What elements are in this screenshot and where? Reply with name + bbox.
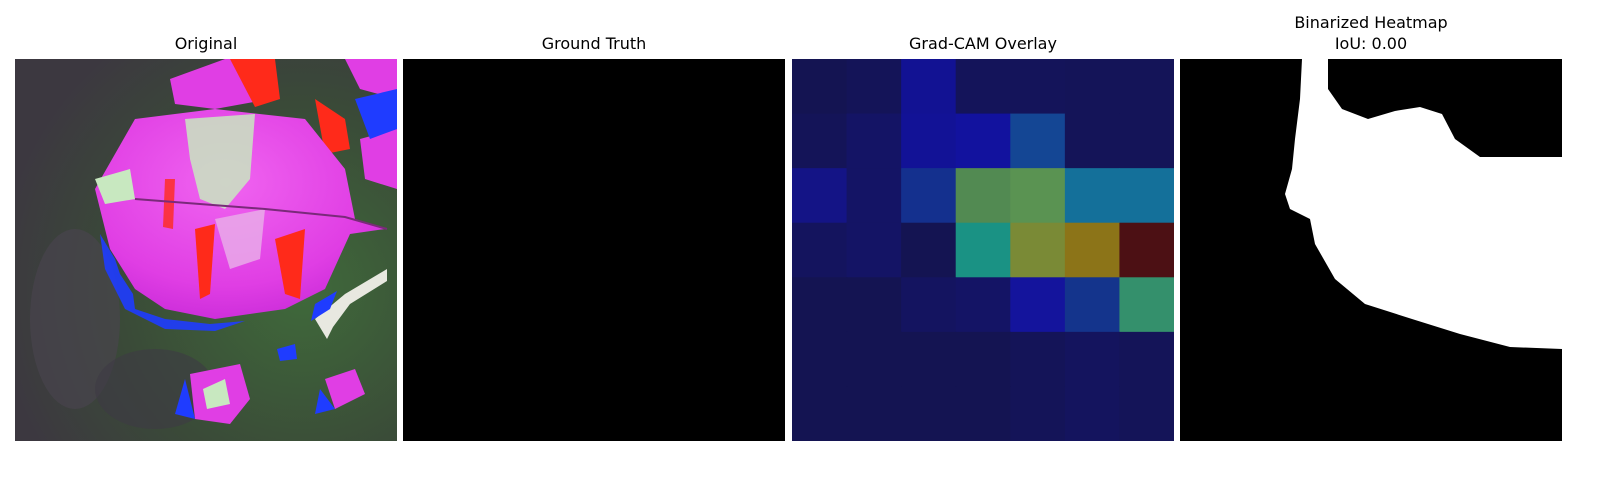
- ground-truth-mask: [403, 59, 785, 441]
- heatmap-cell: [792, 168, 848, 224]
- gradcam-overlay-image: [792, 59, 1174, 441]
- heatmap-cell: [1119, 386, 1174, 441]
- heatmap-cell: [1119, 168, 1174, 224]
- heatmap-cell: [955, 59, 1011, 115]
- heatmap-cell: [1064, 168, 1120, 224]
- heatmap-cell: [901, 222, 957, 278]
- heatmap-cell: [901, 113, 957, 169]
- heatmap-cell: [1010, 386, 1066, 441]
- heatmap-cell: [1064, 113, 1120, 169]
- heatmap-cell: [846, 113, 902, 169]
- heatmap-cell: [955, 168, 1011, 224]
- heatmap-cell: [846, 386, 902, 441]
- heatmap-cell: [955, 222, 1011, 278]
- heatmap-cell: [901, 277, 957, 333]
- heatmap-cell: [901, 386, 957, 441]
- heatmap-cell: [955, 386, 1011, 441]
- heatmap-cell: [901, 168, 957, 224]
- heatmap-cell: [901, 59, 957, 115]
- original-image: [15, 59, 397, 441]
- heatmap-cell: [1119, 331, 1174, 387]
- heatmap-cell: [1010, 277, 1066, 333]
- panel-subtitle: IoU: 0.00: [1334, 34, 1408, 53]
- panel-title: Grad-CAM Overlay: [909, 34, 1057, 53]
- heatmap-cell: [846, 59, 902, 115]
- panel-title: Original: [174, 34, 238, 53]
- binarized-heatmap-image: [1180, 59, 1562, 441]
- heatmap-cell: [901, 331, 957, 387]
- panel-title: Ground Truth: [541, 34, 647, 53]
- heatmap-cell: [792, 222, 848, 278]
- heatmap-cell: [1010, 59, 1066, 115]
- heatmap-cell: [1010, 222, 1066, 278]
- heatmap-cell: [792, 331, 848, 387]
- panel-binarized-heatmap: Binarized Heatmap IoU: 0.00: [1180, 0, 1562, 500]
- heatmap-cell: [1064, 277, 1120, 333]
- heatmap-cell: [792, 386, 848, 441]
- heatmap-cell: [1119, 113, 1174, 169]
- heatmap-cell: [846, 168, 902, 224]
- heatmap-cell: [1119, 277, 1174, 333]
- heatmap-cell: [846, 331, 902, 387]
- heatmap-cell: [955, 277, 1011, 333]
- heatmap-cell: [1064, 59, 1120, 115]
- panel-ground-truth: Ground Truth: [403, 0, 785, 500]
- heatmap-cell: [792, 113, 848, 169]
- heatmap-cell: [1010, 331, 1066, 387]
- heatmap-cell: [1064, 331, 1120, 387]
- heatmap-cell: [955, 113, 1011, 169]
- panel-title: Binarized Heatmap: [1294, 13, 1448, 32]
- heatmap-cell: [1010, 168, 1066, 224]
- panel-gradcam-overlay: Grad-CAM Overlay: [792, 0, 1174, 500]
- heatmap-cell: [1119, 59, 1174, 115]
- heatmap-cell: [1064, 386, 1120, 441]
- heatmap-cell: [1119, 222, 1174, 278]
- heatmap-cell: [1010, 113, 1066, 169]
- heatmap-cell: [1064, 222, 1120, 278]
- heatmap-cell: [792, 59, 848, 115]
- panel-original: Original: [15, 0, 397, 500]
- heatmap-cell: [792, 277, 848, 333]
- heatmap-cell: [846, 277, 902, 333]
- heatmap-cell: [846, 222, 902, 278]
- heatmap-cell: [955, 331, 1011, 387]
